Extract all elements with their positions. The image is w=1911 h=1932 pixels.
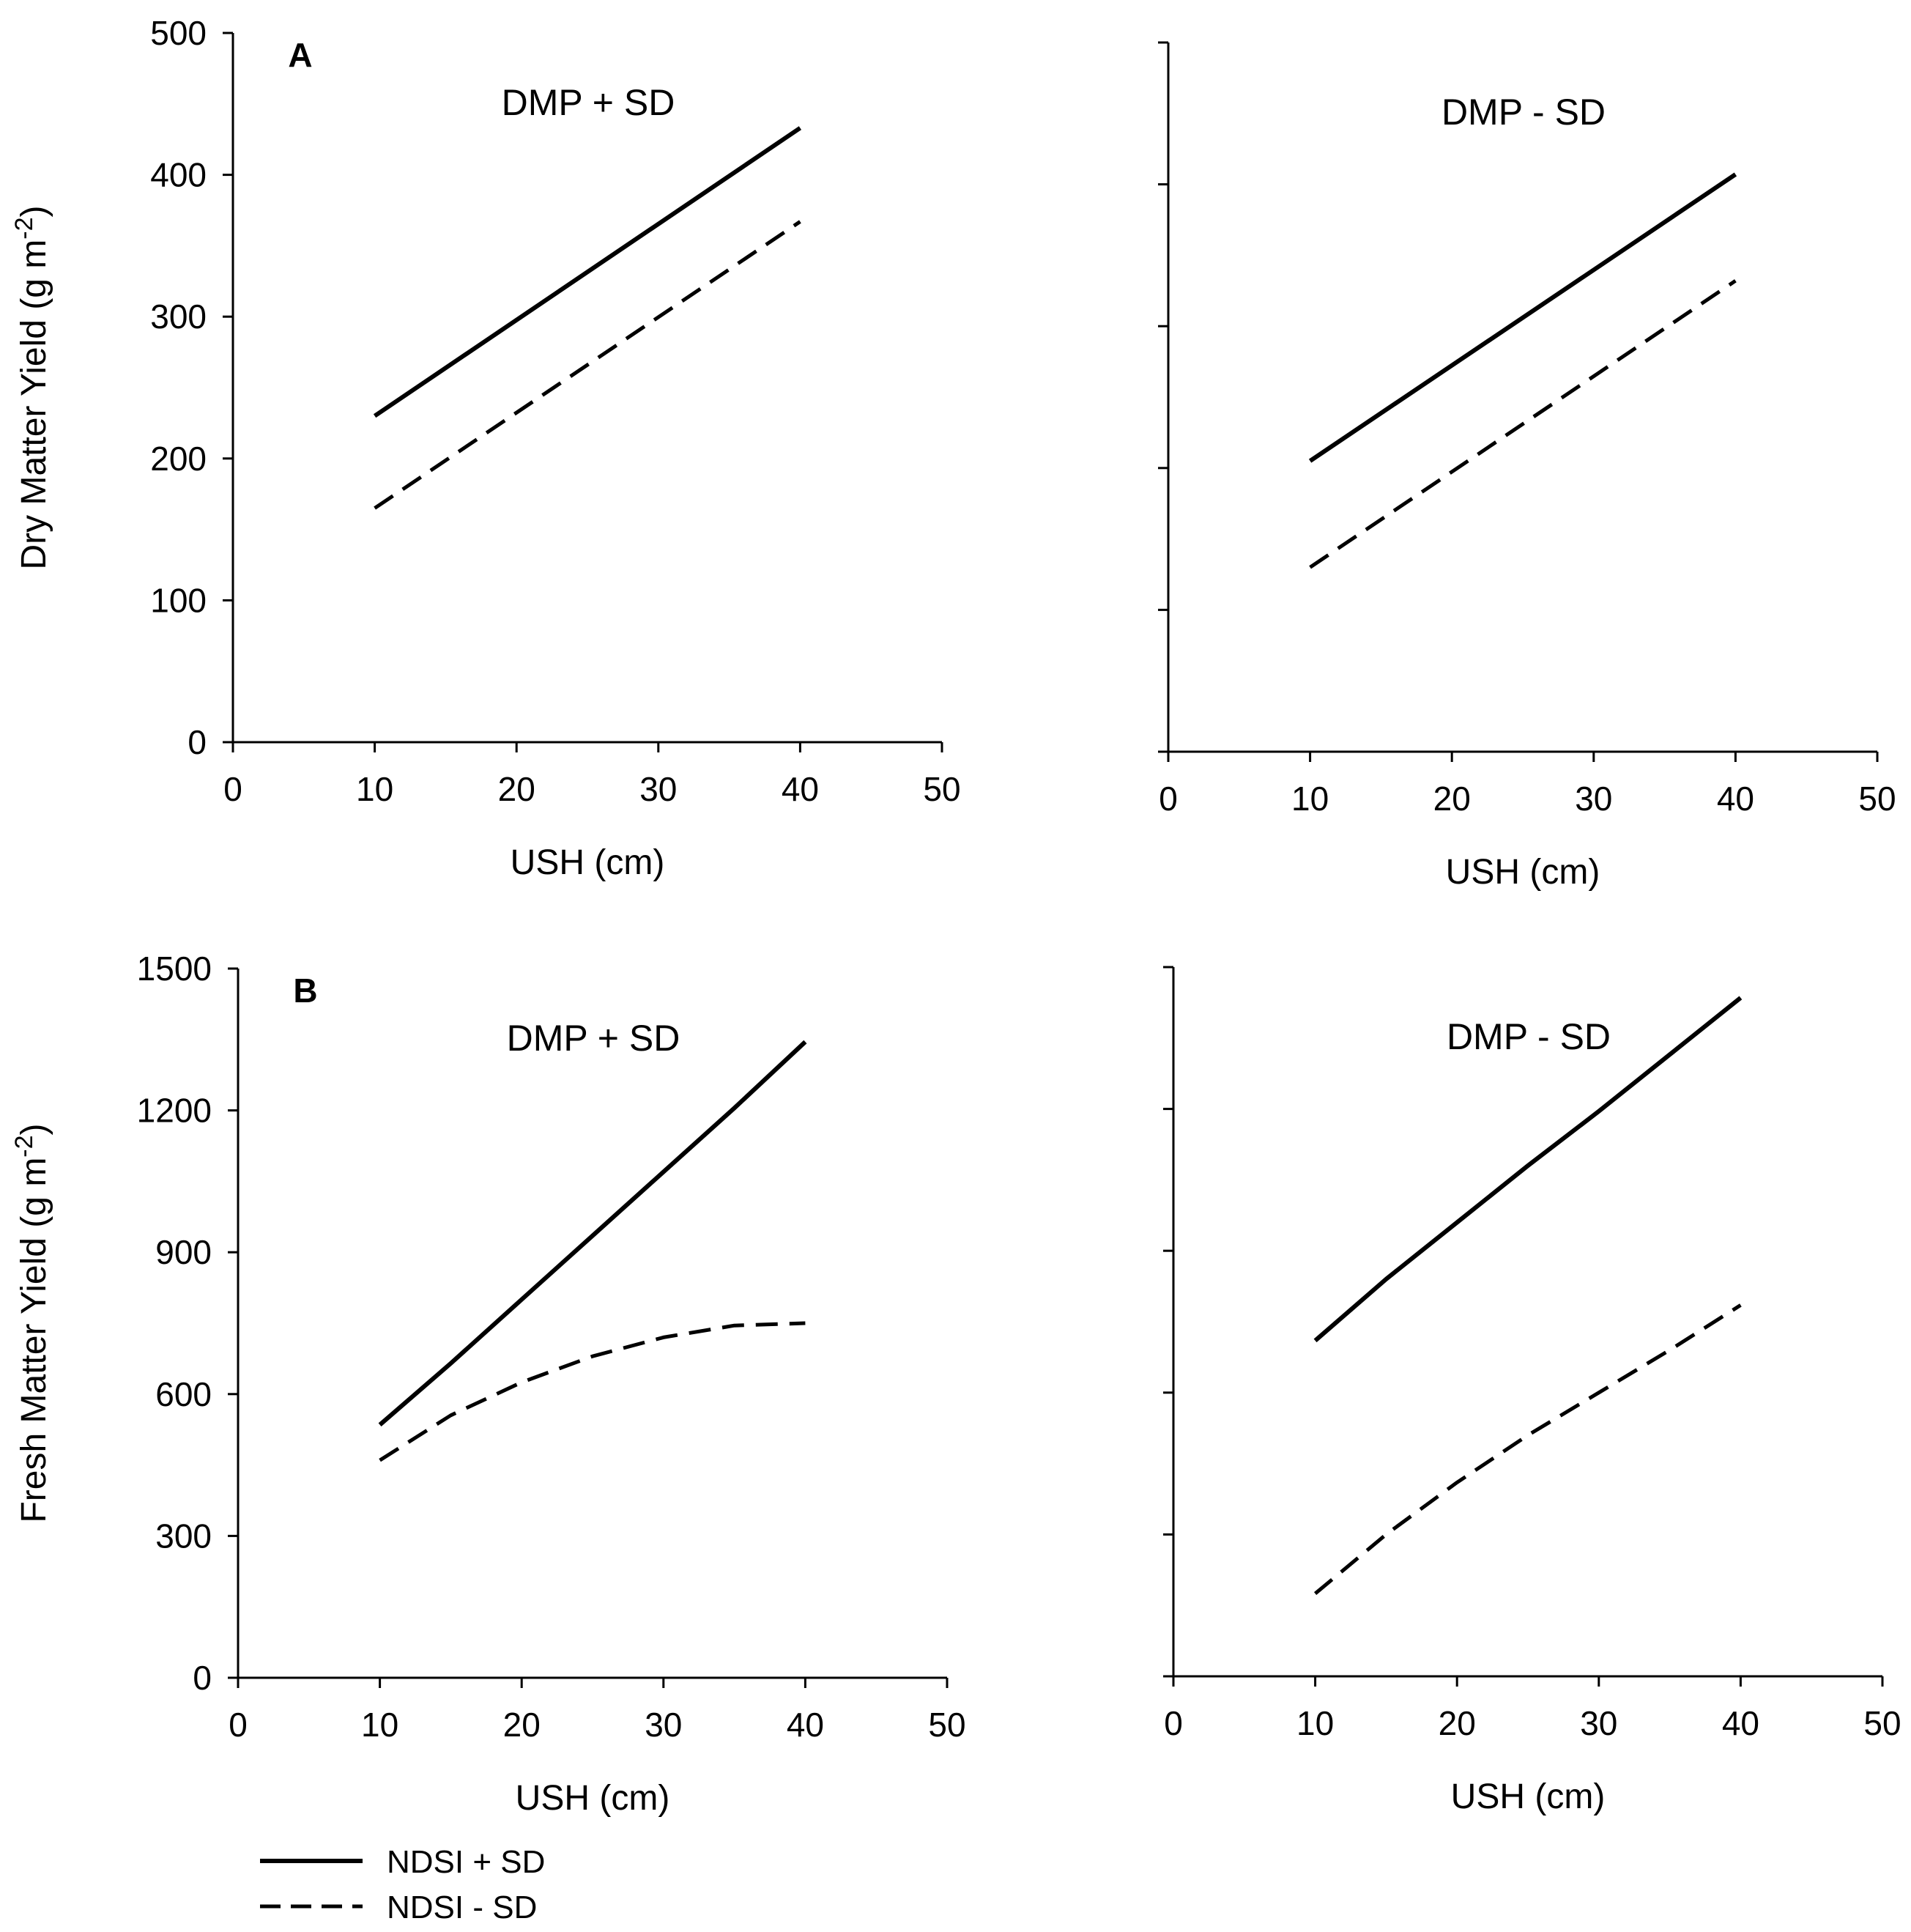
x-tick-label: 50 — [923, 770, 960, 808]
x-tick-label: 10 — [1291, 780, 1329, 818]
y-tick-label: 500 — [150, 14, 207, 52]
x-tick-label: 20 — [498, 770, 535, 808]
panel-title: DMP - SD — [1441, 92, 1606, 133]
series-line-ndsi-plus-sd — [1308, 172, 1737, 463]
x-tick-label: 20 — [503, 1706, 541, 1744]
x-axis-title: USH (cm) — [511, 843, 665, 882]
x-tick-label: 30 — [639, 770, 677, 808]
series-line-ndsi-minus-sd — [1313, 1303, 1742, 1596]
y-axis-title-main: Fresh Matter Yield (g m — [15, 1158, 53, 1523]
x-axis-title: USH (cm) — [1451, 1777, 1606, 1816]
y-tick-label: 0 — [188, 723, 207, 761]
panel-letter: A — [288, 36, 312, 74]
y-tick-label: 300 — [150, 297, 207, 336]
x-tick-label: 30 — [1575, 780, 1612, 818]
y-tick-label: 0 — [193, 1659, 212, 1697]
y-axis-title: Dry Matter Yield (g m-2) — [10, 206, 53, 570]
x-tick-label: 40 — [782, 770, 819, 808]
legend: NDSI + SD NDSI - SD — [260, 1844, 545, 1925]
panel-title: DMP - SD — [1447, 1016, 1611, 1057]
y-axis-title-superscript: -2 — [10, 1135, 38, 1157]
x-tick-label: 20 — [1433, 780, 1471, 818]
series-line-ndsi-plus-sd — [378, 1040, 807, 1426]
series-line-ndsi-minus-sd — [379, 1321, 806, 1462]
y-tick-label: 100 — [150, 581, 207, 619]
series-line-ndsi-minus-sd — [374, 220, 801, 510]
panel-title: DMP + SD — [507, 1018, 680, 1059]
series-line-ndsi-plus-sd — [373, 126, 802, 418]
x-tick-label: 40 — [787, 1706, 824, 1744]
panel-2: 0 10 20 30 40 50 USH (cm) DMP - SD — [1158, 41, 1896, 892]
y-tick-label: 1200 — [137, 1092, 212, 1130]
y-axis-title-close: ) — [15, 206, 53, 218]
x-tick-label: 30 — [1580, 1704, 1617, 1742]
y-axis-title-main: Dry Matter Yield (g m — [15, 240, 53, 570]
y-axis-title-close: ) — [15, 1123, 53, 1135]
x-axis-title: USH (cm) — [1446, 853, 1600, 892]
y-axis-title: Fresh Matter Yield (g m-2) — [10, 1123, 53, 1522]
x-tick-label: 0 — [1159, 780, 1178, 818]
x-tick-label: 50 — [928, 1706, 965, 1744]
x-tick-label: 40 — [1717, 780, 1754, 818]
y-axis-title-superscript: -2 — [10, 217, 38, 239]
x-tick-label: 0 — [229, 1706, 248, 1744]
x-axis-title: USH (cm) — [516, 1779, 670, 1818]
x-tick-label: 30 — [645, 1706, 682, 1744]
series-line-ndsi-plus-sd — [1313, 996, 1743, 1343]
x-tick-label: 0 — [223, 770, 242, 808]
x-tick-label: 50 — [1863, 1704, 1901, 1742]
series-line-ndsi-minus-sd — [1309, 279, 1737, 569]
y-tick-label: 300 — [155, 1517, 212, 1555]
panel-3: 0 10 20 30 40 50 0 300 600 900 1200 1500 USH (cm) Fre… — [10, 950, 966, 1818]
y-tick-label: 400 — [150, 156, 207, 194]
y-tick-label: 200 — [150, 440, 207, 478]
x-tick-label: 40 — [1722, 1704, 1759, 1742]
panel-title: DMP + SD — [502, 82, 675, 123]
x-tick-label: 10 — [356, 770, 393, 808]
x-tick-label: 20 — [1439, 1704, 1476, 1742]
y-tick-label: 1500 — [137, 950, 212, 988]
y-tick-label: 600 — [155, 1375, 212, 1413]
legend-label-solid: NDSI + SD — [387, 1844, 545, 1880]
x-tick-label: 10 — [1296, 1704, 1334, 1742]
x-tick-label: 10 — [361, 1706, 398, 1744]
panel-4: 0 10 20 30 40 50 USH (cm) DMP - SD — [1163, 966, 1901, 1816]
x-tick-label: 0 — [1164, 1704, 1183, 1742]
panel-letter: B — [293, 971, 317, 1010]
y-tick-label: 900 — [155, 1233, 212, 1271]
legend-label-dashed: NDSI - SD — [387, 1890, 537, 1925]
x-tick-label: 50 — [1858, 780, 1896, 818]
